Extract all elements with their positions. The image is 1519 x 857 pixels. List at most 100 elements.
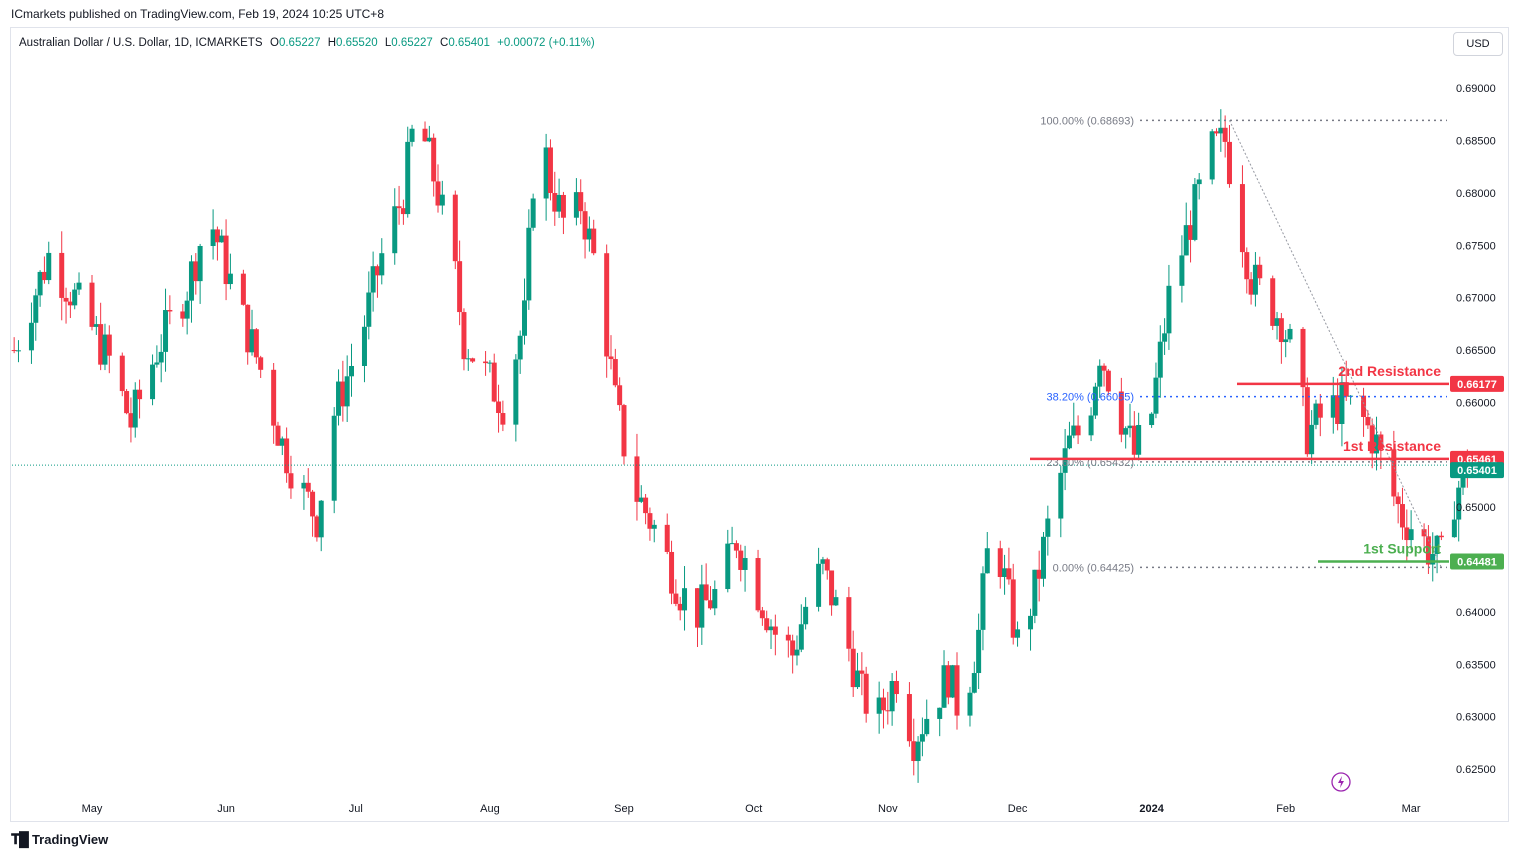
candle	[483, 351, 489, 376]
candle	[971, 661, 977, 694]
candle	[1313, 399, 1319, 430]
candle	[1226, 125, 1232, 188]
candle	[15, 340, 21, 363]
candle	[379, 238, 385, 285]
candle	[132, 382, 138, 438]
candle	[673, 579, 679, 607]
candle	[738, 544, 744, 582]
candle	[1252, 252, 1258, 307]
candle	[431, 133, 437, 197]
candle	[374, 264, 380, 298]
candle	[863, 666, 869, 723]
svg-text:0.66177: 0.66177	[1457, 379, 1497, 391]
tradingview-logo[interactable]: 𝐓█ TradingView	[11, 831, 108, 848]
candle	[552, 171, 558, 226]
candle	[798, 604, 804, 653]
candle	[1274, 311, 1280, 340]
candle	[1188, 210, 1194, 263]
level-label: 1st Resistance	[1343, 438, 1441, 454]
candle	[712, 580, 718, 616]
candle	[487, 360, 493, 373]
candle	[1066, 421, 1072, 450]
candle	[621, 403, 627, 465]
candle	[67, 291, 73, 319]
candle	[517, 330, 523, 374]
candle	[1283, 330, 1289, 358]
x-tick-label: Aug	[480, 803, 500, 815]
candle	[366, 271, 372, 340]
candle	[1045, 505, 1051, 556]
candle	[1196, 173, 1202, 200]
candle	[1456, 480, 1462, 542]
candle	[790, 634, 796, 674]
candle	[573, 178, 579, 226]
candle	[439, 180, 445, 215]
candle	[1451, 501, 1457, 538]
candle	[1287, 323, 1293, 343]
candle	[1374, 416, 1380, 471]
candle	[405, 126, 411, 218]
candle	[461, 308, 467, 371]
candle	[1434, 534, 1440, 574]
candle	[1309, 410, 1315, 465]
candle	[682, 566, 688, 631]
candle	[522, 278, 527, 345]
candle	[336, 369, 342, 426]
fib-trend-line	[1229, 120, 1442, 568]
candle	[889, 673, 895, 726]
candle	[1015, 621, 1021, 647]
candle	[911, 718, 917, 776]
candle	[1395, 492, 1401, 524]
candle	[954, 652, 960, 730]
candle	[794, 635, 800, 666]
candle	[370, 251, 376, 312]
candle	[833, 589, 839, 607]
candle	[128, 397, 134, 443]
open-value: 0.65227	[279, 37, 321, 49]
candle	[491, 353, 497, 403]
candle	[305, 468, 311, 498]
candle	[284, 427, 290, 483]
candle	[643, 493, 649, 525]
candle	[1028, 608, 1034, 651]
x-tick-label: Dec	[1008, 803, 1028, 815]
candle	[249, 309, 255, 356]
candle	[591, 219, 597, 256]
candle	[1101, 363, 1107, 387]
high-value: 0.65520	[336, 37, 378, 49]
candle	[1404, 509, 1410, 562]
candle	[967, 686, 973, 727]
x-tick-label: Jun	[217, 803, 235, 815]
candle	[106, 325, 112, 374]
candle	[1041, 531, 1046, 587]
candle	[1218, 109, 1224, 152]
candle	[396, 185, 402, 225]
candle	[361, 315, 367, 383]
candle	[344, 355, 350, 422]
candle	[184, 291, 190, 335]
candle	[214, 226, 220, 261]
candle	[210, 209, 216, 260]
candle	[885, 691, 891, 725]
level-price-tag: 0.66177	[1450, 375, 1504, 392]
candle	[526, 209, 532, 310]
candle	[158, 334, 164, 383]
candle	[400, 199, 406, 225]
candle	[1088, 407, 1094, 442]
candle	[950, 664, 956, 699]
replay-icon[interactable]	[1331, 772, 1351, 792]
candle	[997, 540, 1003, 589]
candle	[41, 256, 47, 284]
currency-button[interactable]: USD	[1453, 32, 1503, 56]
low-value: 0.65227	[391, 37, 433, 49]
low-label: L	[385, 37, 392, 49]
candle	[163, 288, 169, 372]
candle	[1278, 312, 1284, 364]
candle	[496, 384, 502, 433]
candle	[1179, 235, 1185, 303]
candle	[768, 619, 774, 650]
candle	[846, 586, 852, 662]
y-tick-label: 0.66000	[1456, 397, 1496, 409]
candle	[1127, 403, 1133, 438]
